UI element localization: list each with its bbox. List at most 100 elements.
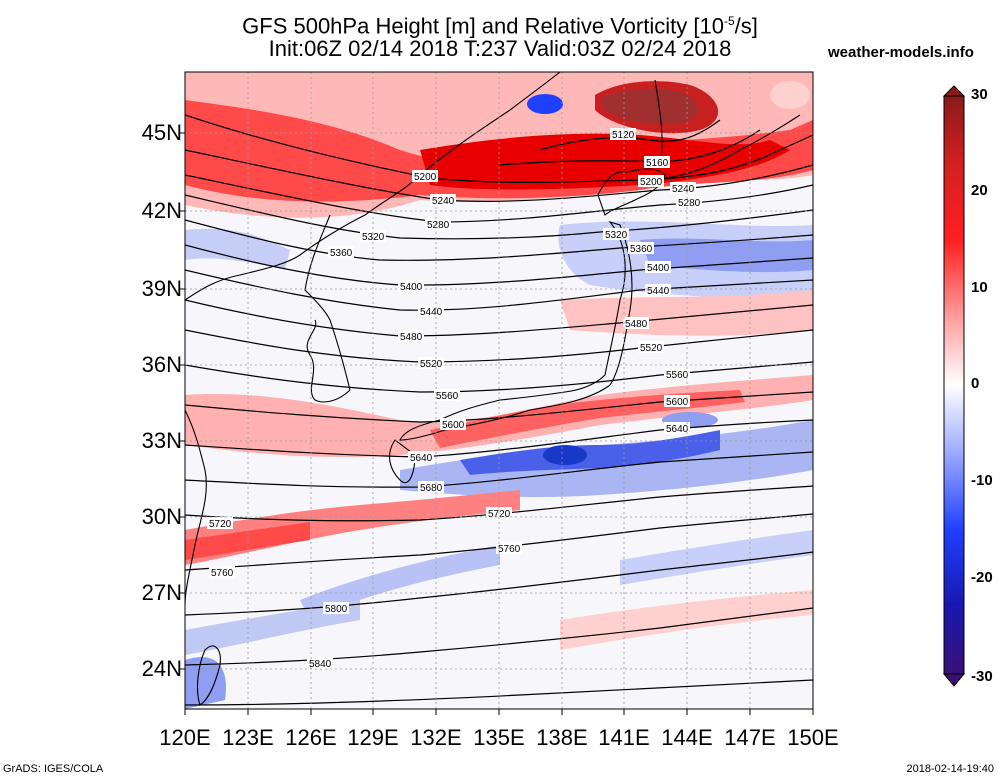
gridlines: [185, 72, 813, 709]
contour-5480: [185, 299, 813, 337]
lon-label-150e: 150E: [787, 725, 839, 750]
chart-title: GFS 500hPa Height [m] and Relative Vorti…: [242, 13, 758, 39]
contour-label-5320a: 5320: [360, 230, 386, 243]
russia-coast: [419, 72, 561, 176]
svg-text:5560: 5560: [436, 391, 459, 402]
contour-5400: [185, 244, 813, 286]
contour-label-5480a: 5480: [398, 330, 424, 343]
contour-5320: [185, 194, 813, 240]
contour-label-5600b: 5600: [664, 395, 690, 408]
contour-5560: [185, 361, 813, 393]
credit-left: GrADS: IGES/COLA: [3, 763, 104, 775]
east-china-coast: [185, 409, 207, 606]
colorbar-top-arrow: [942, 85, 966, 97]
contour-5640: [185, 419, 813, 458]
colorbar-label-0: 0: [971, 375, 980, 392]
contour-label-5560b: 5560: [664, 368, 690, 381]
svg-text:5480: 5480: [625, 319, 648, 330]
svg-text:5360: 5360: [330, 248, 353, 259]
svg-text:5200: 5200: [414, 172, 437, 183]
contour-label-5160: 5160: [644, 156, 670, 169]
lon-label-129e: 129E: [347, 725, 399, 750]
colorbar-bottom-arrow: [942, 673, 966, 687]
hokkaido-coast: [597, 168, 666, 217]
contour-5880: [185, 679, 813, 706]
contour-label-5680: 5680: [418, 481, 444, 494]
svg-text:5440: 5440: [420, 307, 443, 318]
lon-label-126e: 126E: [285, 725, 337, 750]
svg-text:5640: 5640: [666, 424, 689, 435]
contour-5440: [185, 269, 813, 311]
svg-text:5680: 5680: [420, 483, 443, 494]
svg-text:5240: 5240: [672, 184, 695, 195]
contour-label-5840: 5840: [307, 657, 333, 670]
colorbar-bar: [943, 95, 965, 675]
contour-5200: [185, 114, 813, 183]
svg-text:5520: 5520: [640, 343, 663, 354]
contour-5120: [539, 119, 721, 151]
lat-label-30n: 30N: [141, 504, 182, 529]
colorbar-label-20: 20: [971, 182, 988, 199]
contour-label-5360a: 5360: [328, 246, 354, 259]
contour-label-5520b: 5520: [638, 341, 664, 354]
colorbar: [942, 85, 966, 687]
lon-label-120e: 120E: [159, 725, 211, 750]
svg-text:5840: 5840: [309, 659, 332, 670]
contour-label-5720a: 5720: [207, 517, 233, 530]
contour-label-5760b: 5760: [496, 542, 522, 555]
svg-text:5280: 5280: [427, 220, 450, 231]
contour-label-5280b: 5280: [676, 196, 702, 209]
contour-label-5760a: 5760: [209, 566, 235, 579]
contour-label-5320b: 5320: [603, 228, 629, 241]
contour-label-5400b: 5400: [645, 261, 671, 274]
svg-text:5560: 5560: [666, 370, 689, 381]
contour-label-5360b: 5360: [628, 242, 654, 255]
lat-label-45n: 45N: [141, 120, 182, 145]
contour-label-5520a: 5520: [418, 357, 444, 370]
contour-label-5240b: 5240: [670, 182, 696, 195]
lon-label-135e: 135E: [473, 725, 525, 750]
contour-5520: [185, 329, 813, 363]
lat-label-33n: 33N: [141, 428, 182, 453]
colorbar-label-neg10: -10: [971, 472, 993, 489]
lon-label-138e: 138E: [536, 725, 588, 750]
contour-5600: [185, 391, 813, 423]
contour-5280: [185, 174, 813, 223]
contour-labels: 5120 5160 5200 5200 5240 5240 5280 5280 …: [207, 128, 702, 670]
contour-label-5480b: 5480: [623, 317, 649, 330]
contour-5240: [185, 149, 813, 202]
svg-text:5200: 5200: [640, 177, 663, 188]
contour-label-5200b: 5200: [638, 175, 664, 188]
colorbar-label-neg30: -30: [971, 668, 993, 685]
axis-ticks: [179, 132, 814, 715]
colorbar-label-30: 30: [971, 86, 988, 103]
svg-text:5600: 5600: [666, 397, 689, 408]
svg-text:5280: 5280: [678, 198, 701, 209]
contour-label-5240a: 5240: [430, 194, 456, 207]
contour-label-5800: 5800: [323, 602, 349, 615]
chart-subtitle: Init:06Z 02/14 2018 T:237 Valid:03Z 02/2…: [268, 36, 732, 61]
contour-5720: [185, 485, 813, 522]
colorbar-label-10: 10: [971, 279, 988, 296]
svg-text:5400: 5400: [647, 263, 670, 274]
svg-text:5640: 5640: [410, 453, 433, 464]
svg-text:5480: 5480: [400, 332, 423, 343]
svg-text:5520: 5520: [420, 359, 443, 370]
svg-text:5320: 5320: [605, 230, 628, 241]
lat-label-24n: 24N: [141, 656, 182, 681]
contour-5680: [185, 451, 813, 488]
credit-right: 2018-02-14-19:40: [906, 763, 994, 775]
kuril-coast: [664, 114, 801, 179]
brand-label: weather-models.info: [828, 44, 974, 61]
contour-label-5440a: 5440: [418, 305, 444, 318]
contour-label-5120: 5120: [610, 128, 636, 141]
taiwan-coast: [196, 645, 221, 706]
contour-label-5280a: 5280: [425, 218, 451, 231]
kyushu-coast: [389, 439, 416, 483]
svg-text:5720: 5720: [209, 519, 232, 530]
svg-text:5120: 5120: [612, 130, 635, 141]
contour-label-5440b: 5440: [645, 284, 671, 297]
contour-label-5640a: 5640: [408, 451, 434, 464]
svg-text:5800: 5800: [325, 604, 348, 615]
